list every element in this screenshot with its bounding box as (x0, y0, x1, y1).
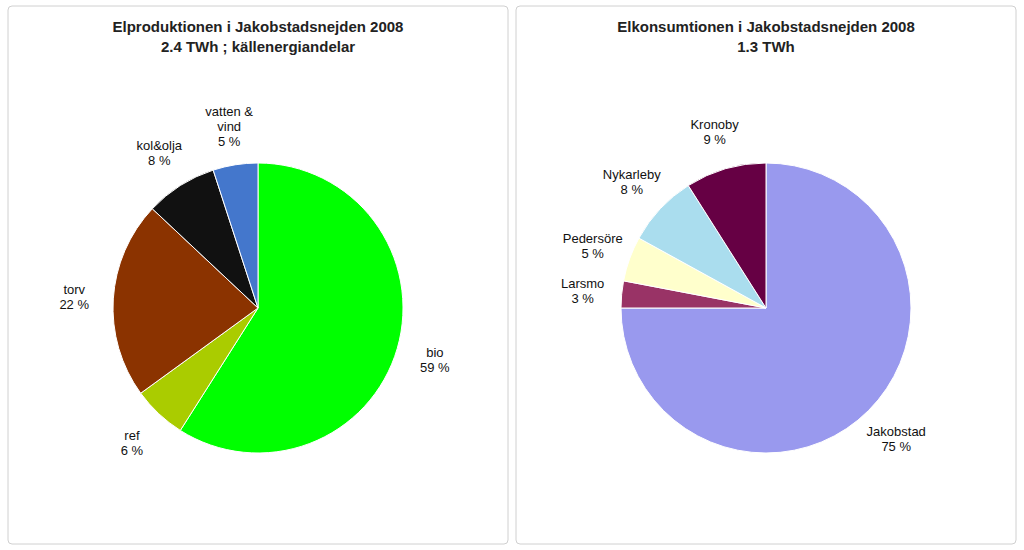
value-label: 9 % (703, 131, 726, 146)
slice-label: Pedersöre5 % (563, 231, 623, 261)
chart-subtitle: 2.4 TWh ; källenergiandelar (161, 38, 355, 55)
slices (621, 163, 911, 453)
value-label: 5 % (218, 134, 241, 149)
category-label: bio (426, 344, 443, 359)
slice-label: vatten &vind5 % (205, 104, 253, 149)
category-label: Kronoby (690, 116, 739, 131)
category-label: Larsmo (561, 276, 604, 291)
data-labels: bio59 % ref6 % torv22 % kol&olja8 % vatten &… (59, 104, 450, 458)
slices (113, 163, 403, 453)
slice-label: torv22 % (59, 281, 89, 311)
slice-label: bio59 % (420, 344, 450, 374)
value-label: 8 % (621, 182, 644, 197)
chart-title: Elproduktionen i Jakobstadsnejden 2008 (113, 18, 404, 35)
category-label: vatten & (205, 104, 253, 119)
slice-label: Jakobstad75 % (867, 423, 926, 453)
value-label: 8 % (148, 153, 171, 168)
value-label: 5 % (582, 246, 605, 261)
value-label: 22 % (59, 296, 89, 311)
panel-border (516, 6, 1016, 544)
category-label: vind (217, 119, 241, 134)
pie-slice (213, 163, 258, 308)
category-label: Pedersöre (563, 231, 623, 246)
pie-slice (688, 163, 766, 308)
slice-label: ref6 % (121, 427, 144, 457)
category-label: Jakobstad (867, 423, 926, 438)
value-label: 6 % (121, 442, 144, 457)
category-label: Nykarleby (603, 167, 661, 182)
pie-panel: Elproduktionen i Jakobstadsnejden 2008 2.… (8, 6, 508, 544)
category-label: kol&olja (137, 138, 183, 153)
slice-label: Nykarleby8 % (603, 167, 661, 197)
slice-label: kol&olja8 % (137, 138, 183, 168)
slice-label: Kronoby9 % (690, 116, 739, 146)
slice-label: Larsmo3 % (561, 276, 604, 306)
pie-panel: Elkonsumtionen i Jakobstadsnejden 2008 1.… (516, 6, 1016, 544)
chart-subtitle: 1.3 TWh (737, 38, 795, 55)
chart-title: Elkonsumtionen i Jakobstadsnejden 2008 (617, 18, 915, 35)
category-label: ref (124, 427, 140, 442)
chart-root: Elproduktionen i Jakobstadsnejden 2008 2.… (0, 0, 1024, 550)
pie-slice (621, 163, 911, 453)
data-labels: Jakobstad75 % Larsmo3 % Pedersöre5 % Nykarl… (561, 116, 926, 453)
value-label: 3 % (571, 291, 594, 306)
value-label: 59 % (420, 359, 450, 374)
panel-border (8, 6, 508, 544)
value-label: 75 % (881, 438, 911, 453)
category-label: torv (63, 281, 85, 296)
